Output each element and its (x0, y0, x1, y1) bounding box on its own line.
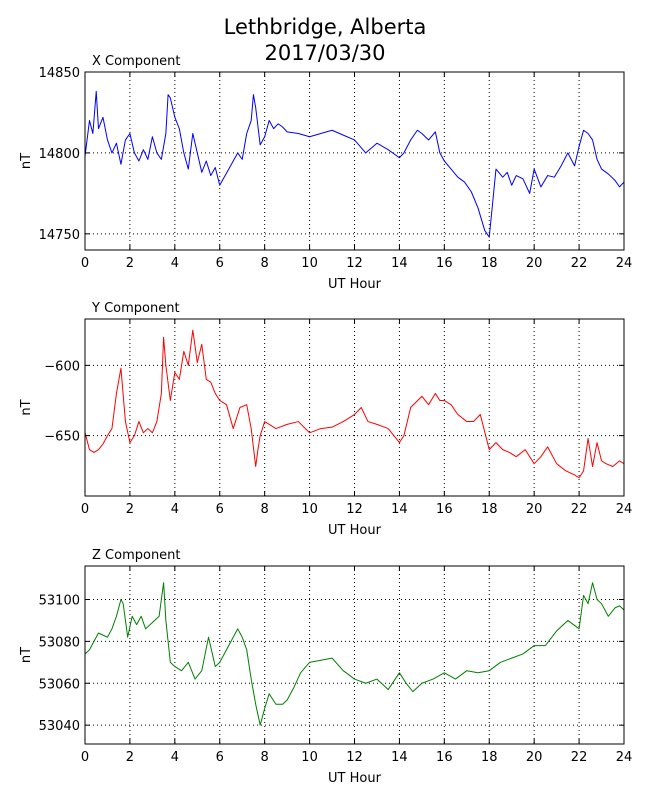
panel-title: Y Component (91, 301, 180, 316)
x-tick-label: 24 (616, 750, 633, 765)
x-tick-label: 24 (616, 502, 633, 517)
y-tick-label: 53100 (39, 594, 80, 609)
x-tick-label: 16 (436, 502, 453, 517)
x-tick-label: 12 (346, 502, 363, 517)
panel-title: Z Component (92, 548, 181, 563)
x-tick-label: 12 (346, 256, 363, 271)
y-tick-label: −600 (44, 359, 80, 374)
y-axis-label: nT (19, 153, 34, 169)
x-tick-label: 24 (616, 256, 633, 271)
x-tick-label: 10 (301, 502, 318, 517)
z-series-line (84, 582, 625, 726)
y-axis-label: nT (19, 647, 34, 663)
x-axis-label: UT Hour (328, 523, 382, 538)
x-tick-label: 2 (126, 256, 134, 271)
y-tick-label: 53040 (39, 719, 80, 734)
x-tick-label: 22 (571, 750, 588, 765)
x-tick-label: 4 (171, 256, 179, 271)
x-axis-label: UT Hour (328, 771, 382, 786)
x-tick-label: 10 (301, 750, 318, 765)
y-tick-label: 53080 (39, 635, 80, 650)
x-tick-label: 0 (81, 256, 89, 271)
figure-title-line1: Lethbridge, Alberta (224, 15, 427, 39)
x-series-line (84, 90, 625, 238)
x-tick-label: 16 (436, 256, 453, 271)
x-tick-label: 20 (526, 750, 543, 765)
x-tick-label: 20 (526, 502, 543, 517)
x-tick-label: 18 (481, 750, 498, 765)
x-tick-label: 14 (391, 750, 408, 765)
y-tick-label: 14850 (39, 66, 80, 81)
x-tick-label: 10 (301, 256, 318, 271)
y-tick-label: 53060 (39, 677, 80, 692)
x-tick-label: 12 (346, 750, 363, 765)
z-component-panel: 0 2 4 6 8 10 12 14 16 18 20 22 245304053060530805310… (19, 548, 632, 786)
x-tick-label: 18 (481, 502, 498, 517)
y-tick-label: 14750 (39, 228, 80, 243)
x-tick-label: 8 (261, 750, 269, 765)
x-tick-label: 18 (481, 256, 498, 271)
x-tick-label: 0 (81, 750, 89, 765)
x-tick-label: 22 (571, 502, 588, 517)
x-tick-label: 16 (436, 750, 453, 765)
x-axis-label: UT Hour (328, 277, 382, 292)
figure-title-line2: 2017/03/30 (264, 41, 385, 65)
x-tick-label: 0 (81, 502, 89, 517)
x-tick-label: 8 (261, 256, 269, 271)
x-tick-label: 4 (171, 750, 179, 765)
y-series-line (84, 329, 625, 479)
x-tick-label: 20 (526, 256, 543, 271)
x-tick-label: 4 (171, 502, 179, 517)
x-tick-label: 14 (391, 502, 408, 517)
x-tick-label: 6 (216, 502, 224, 517)
x-tick-label: 8 (261, 502, 269, 517)
y-tick-label: 14800 (39, 147, 80, 162)
x-tick-label: 6 (216, 750, 224, 765)
x-tick-label: 14 (391, 256, 408, 271)
x-tick-label: 2 (126, 502, 134, 517)
y-axis-label: nT (19, 399, 34, 415)
x-tick-label: 22 (571, 256, 588, 271)
panel-title: X Component (92, 54, 181, 69)
x-tick-label: 6 (216, 256, 224, 271)
x-tick-label: 2 (126, 750, 134, 765)
y-tick-label: −650 (44, 430, 80, 445)
